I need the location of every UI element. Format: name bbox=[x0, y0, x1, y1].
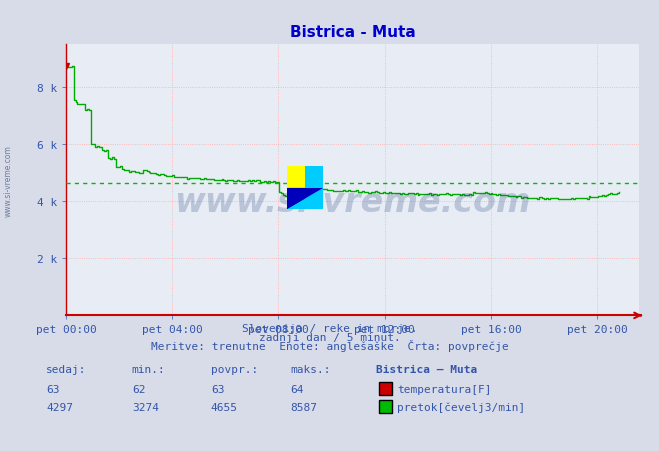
Text: 8587: 8587 bbox=[290, 402, 317, 412]
Text: sedaj:: sedaj: bbox=[46, 364, 86, 374]
Text: zadnji dan / 5 minut.: zadnji dan / 5 minut. bbox=[258, 332, 401, 342]
Bar bbox=[287, 189, 323, 210]
Polygon shape bbox=[287, 189, 323, 210]
Text: 64: 64 bbox=[290, 384, 303, 394]
Text: www.si-vreme.com: www.si-vreme.com bbox=[3, 144, 13, 216]
Text: Bistrica – Muta: Bistrica – Muta bbox=[376, 364, 477, 374]
Title: Bistrica - Muta: Bistrica - Muta bbox=[290, 25, 415, 40]
Bar bbox=[287, 189, 323, 210]
Polygon shape bbox=[287, 189, 323, 210]
Text: Slovenija / reke in morje.: Slovenija / reke in morje. bbox=[242, 323, 417, 333]
Text: temperatura[F]: temperatura[F] bbox=[397, 384, 492, 394]
Bar bbox=[287, 167, 304, 189]
Text: 4655: 4655 bbox=[211, 402, 238, 412]
Text: 4297: 4297 bbox=[46, 402, 73, 412]
Bar bbox=[304, 167, 323, 189]
Text: maks.:: maks.: bbox=[290, 364, 330, 374]
Text: 62: 62 bbox=[132, 384, 145, 394]
Text: 63: 63 bbox=[211, 384, 224, 394]
Polygon shape bbox=[304, 189, 323, 210]
Text: povpr.:: povpr.: bbox=[211, 364, 258, 374]
Text: min.:: min.: bbox=[132, 364, 165, 374]
Text: 63: 63 bbox=[46, 384, 59, 394]
Polygon shape bbox=[287, 189, 323, 210]
Text: www.si-vreme.com: www.si-vreme.com bbox=[174, 185, 531, 219]
Text: 3274: 3274 bbox=[132, 402, 159, 412]
Text: Meritve: trenutne  Enote: anglešaške  Črta: povprečje: Meritve: trenutne Enote: anglešaške Črta… bbox=[151, 340, 508, 351]
Text: pretok[čevelj3/min]: pretok[čevelj3/min] bbox=[397, 402, 526, 412]
